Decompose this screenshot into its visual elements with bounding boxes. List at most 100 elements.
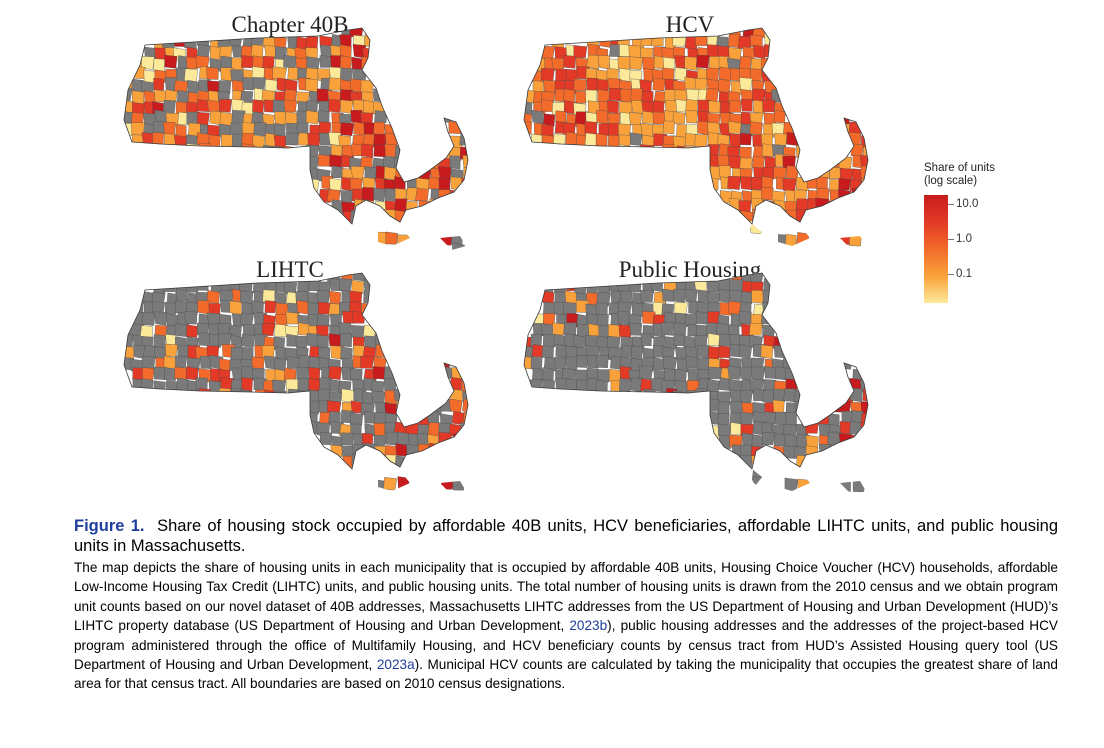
figure-caption: Figure 1. Share of housing stock occupie… [74,516,1058,694]
municipality-cell [852,479,865,493]
municipality-cell [640,333,652,347]
municipality-cell [728,100,742,113]
municipality-cell [318,153,331,167]
municipality-cell [631,345,643,361]
municipality-cell [705,67,720,82]
municipality-cell [685,99,698,112]
municipality-cell [775,411,787,426]
municipality-cell [597,369,610,383]
municipality-cell [739,366,753,381]
municipality-cell [694,33,708,46]
municipality-cell [639,365,654,380]
municipality-cell [241,377,253,392]
municipality-cell [219,111,233,127]
municipality-cell [153,380,166,394]
municipality-cell [563,55,576,69]
municipality-cell [629,132,643,146]
municipality-cell [395,443,408,457]
municipality-cell [318,388,331,402]
municipality-cell [207,99,221,113]
municipality-cell [739,411,754,426]
municipality-cell [785,234,797,247]
municipality-cell [274,111,286,126]
municipality-cell [449,155,461,170]
municipality-cell [217,333,232,347]
municipality-cell [199,142,212,157]
municipality-cell [385,231,398,245]
legend-tick [948,274,954,275]
municipality-cell [397,476,410,490]
municipality-cell [849,387,863,403]
municipality-cell [860,422,868,436]
municipality-cell [461,177,468,191]
municipality-cell [763,44,777,59]
municipality-cell [839,399,851,413]
municipality-cell [773,388,787,402]
municipality-cell [283,54,298,69]
municipality-cell [351,325,365,339]
municipality-cell [461,378,468,392]
municipality-cell [273,123,286,137]
municipality-cell [584,121,597,135]
municipality-cell [607,336,621,349]
municipality-cell [242,122,255,136]
municipality-cell [252,99,265,114]
municipality-cell [305,78,318,93]
municipality-cell [186,324,198,338]
municipality-cell [250,33,264,46]
municipality-cell [229,300,242,315]
panel-title: LIHTC [256,257,324,282]
municipality-cell [629,56,643,70]
municipality-cell [187,79,200,93]
municipality-cell [695,388,708,401]
municipality-cell [124,345,135,360]
municipality-cell [596,335,609,349]
municipality-cell [530,333,543,347]
municipality-cell [163,121,176,135]
municipality-cell [206,67,219,80]
citation-link-2023a[interactable]: 2023a [376,657,415,673]
municipality-cell [353,121,365,136]
municipality-cell [308,366,321,380]
municipality-cell [707,333,720,347]
municipality-cell [162,34,176,48]
municipality-cell [241,366,254,380]
municipality-cell [584,132,597,147]
state-outline [123,27,469,225]
municipality-cell [577,324,590,337]
municipality-cell [751,455,765,468]
municipality-cell [185,280,200,293]
municipality-cell [328,366,342,380]
municipality-cell [374,110,388,123]
municipality-cell [141,56,155,70]
municipality-cell [174,323,188,337]
map-panel-lihtc: LIHTC [100,255,480,505]
municipality-cell [450,377,462,391]
municipality-cell [696,324,710,339]
municipality-cell [631,302,644,317]
map-panel-hcv: HCV [500,10,880,260]
municipality-cell [531,109,544,124]
municipality-cell [783,445,796,459]
municipality-cell [451,231,463,245]
municipality-cell [596,110,609,125]
citation-link-2023b[interactable]: 2023b [569,618,608,634]
municipality-cell [796,232,810,246]
municipality-cell [296,300,309,315]
municipality-cell [242,77,255,91]
municipality-cell [306,178,320,193]
municipality-cell [452,242,465,250]
municipality-cell [196,278,209,291]
municipality-cell [718,423,732,437]
legend-label-0-1: 0.1 [956,268,972,280]
municipality-cell [440,476,454,490]
municipality-cell [439,365,454,379]
municipality-cell [253,122,266,137]
legend-tick [948,204,954,205]
municipality-cell [696,54,710,69]
municipality-cell [773,109,786,124]
municipality-cell [838,177,851,191]
municipality-cell [661,322,675,336]
municipality-cell [284,79,298,93]
municipality-cell [385,431,399,446]
